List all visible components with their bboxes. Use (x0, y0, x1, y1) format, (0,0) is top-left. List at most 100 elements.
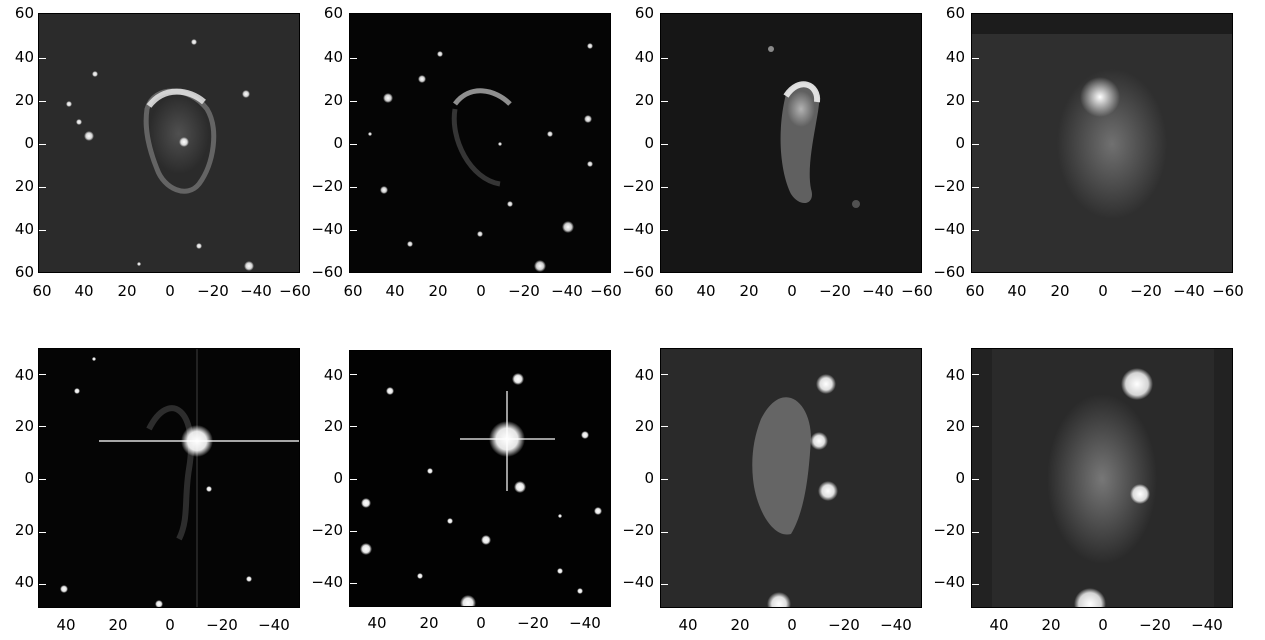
x-tick-label: −40 (240, 282, 272, 300)
y-tick-label: −40 (311, 220, 343, 238)
x-tick-label: −40 (1173, 282, 1205, 300)
x-tick-label: −20 (206, 616, 238, 634)
y-tick-label: 0 (644, 469, 654, 487)
x-tick-label: 60 (965, 282, 985, 300)
star-field-image-top-2 (350, 14, 610, 272)
x-tick-label: −40 (880, 616, 912, 634)
y-tick-label: 20 (634, 91, 654, 109)
x-tick-label: −20 (508, 282, 540, 300)
x-tick-label: 60 (32, 282, 52, 300)
y-tick-label: 0 (644, 134, 654, 152)
y-tick-label: 20 (14, 417, 34, 435)
x-tick-label: −40 (258, 616, 290, 634)
y-tick-label: −20 (311, 177, 343, 195)
x-tick-label: 40 (367, 614, 387, 632)
y-tick-label: −60 (311, 263, 343, 281)
y-tick-label: −40 (933, 573, 965, 591)
image-frame-bottom-1 (38, 348, 300, 608)
y-tick-label: −20 (933, 521, 965, 539)
y-tick-label: 60 (14, 4, 34, 22)
y-tick-label: −40 (622, 573, 654, 591)
y-tick-label: −40 (311, 573, 343, 591)
y-tick-label: −20 (622, 177, 654, 195)
y-tick-label: 60 (323, 4, 343, 22)
y-tick-label: 40 (323, 366, 343, 384)
y-tick-label: 0 (24, 469, 34, 487)
x-tick-label: 40 (1007, 282, 1027, 300)
y-tick-label: 0 (24, 134, 34, 152)
y-tick-label: 20 (323, 91, 343, 109)
y-tick-label: 60 (945, 4, 965, 22)
x-tick-label: 40 (385, 282, 405, 300)
x-tick-label: −60 (279, 282, 311, 300)
x-tick-label: 40 (74, 282, 94, 300)
y-tick-label: 20 (14, 177, 34, 195)
y-tick-label: 40 (14, 573, 34, 591)
x-tick-label: 0 (165, 282, 175, 300)
y-tick-label: 60 (634, 4, 654, 22)
y-tick-label: 0 (333, 469, 343, 487)
x-tick-label: 0 (1098, 282, 1108, 300)
star-field-image-bottom-2 (350, 351, 610, 606)
x-tick-label: 60 (654, 282, 674, 300)
x-tick-label: −20 (819, 282, 851, 300)
y-tick-label: 40 (14, 366, 34, 384)
y-tick-label: −20 (311, 521, 343, 539)
y-tick-label: 40 (14, 48, 34, 66)
nebula-image-top-4 (972, 14, 1232, 272)
nebula-image-top-3 (661, 14, 921, 272)
x-tick-label: 40 (696, 282, 716, 300)
y-tick-label: 20 (323, 417, 343, 435)
y-tick-label: −60 (622, 263, 654, 281)
y-tick-label: 40 (634, 48, 654, 66)
nebula-image-bottom-3 (661, 349, 921, 607)
x-tick-label: −20 (197, 282, 229, 300)
x-tick-label: 20 (428, 282, 448, 300)
y-tick-label: 20 (14, 91, 34, 109)
x-tick-label: 40 (989, 616, 1009, 634)
y-tick-label: −40 (622, 220, 654, 238)
image-frame-top-1 (38, 13, 300, 273)
image-frame-top-2 (349, 13, 611, 273)
x-tick-label: 20 (1041, 616, 1061, 634)
x-tick-label: −40 (862, 282, 894, 300)
x-tick-label: −20 (1130, 282, 1162, 300)
x-tick-label: 20 (739, 282, 759, 300)
x-tick-label: −20 (1139, 616, 1171, 634)
y-tick-label: −20 (933, 177, 965, 195)
x-tick-label: −60 (901, 282, 933, 300)
y-tick-label: 0 (955, 134, 965, 152)
x-tick-label: −60 (1212, 282, 1244, 300)
x-tick-label: −20 (517, 614, 549, 632)
y-tick-label: 0 (955, 469, 965, 487)
y-tick-label: 40 (945, 48, 965, 66)
y-tick-label: 20 (945, 91, 965, 109)
x-tick-label: 0 (165, 616, 175, 634)
y-tick-label: 0 (333, 134, 343, 152)
image-frame-top-3 (660, 13, 922, 273)
x-tick-label: 0 (1098, 616, 1108, 634)
y-tick-label: −20 (622, 521, 654, 539)
bright-star-image-bottom-1 (39, 349, 299, 607)
x-tick-label: 0 (787, 282, 797, 300)
y-tick-label: 20 (634, 417, 654, 435)
x-tick-label: 0 (476, 614, 486, 632)
y-tick-label: 40 (323, 48, 343, 66)
nebula-image-top-1 (39, 14, 299, 272)
x-tick-label: 20 (419, 614, 439, 632)
x-tick-label: 0 (787, 616, 797, 634)
x-tick-label: 60 (343, 282, 363, 300)
x-tick-label: 20 (730, 616, 750, 634)
image-frame-bottom-2 (349, 350, 611, 607)
y-tick-label: −40 (933, 220, 965, 238)
x-tick-label: −40 (1191, 616, 1223, 634)
nebula-image-bottom-4 (972, 349, 1232, 607)
x-tick-label: 40 (678, 616, 698, 634)
image-frame-bottom-3 (660, 348, 922, 608)
y-tick-label: 60 (14, 263, 34, 281)
x-tick-label: −40 (551, 282, 583, 300)
x-tick-label: −20 (828, 616, 860, 634)
x-tick-label: −40 (569, 614, 601, 632)
x-tick-label: −60 (590, 282, 622, 300)
y-tick-label: 20 (14, 521, 34, 539)
